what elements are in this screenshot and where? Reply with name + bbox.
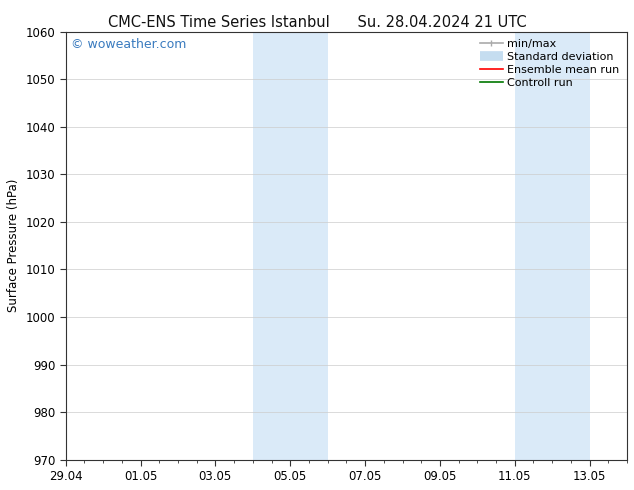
Text: CMC-ENS Time Series Istanbul      Su. 28.04.2024 21 UTC: CMC-ENS Time Series Istanbul Su. 28.04.2… — [108, 15, 526, 30]
Y-axis label: Surface Pressure (hPa): Surface Pressure (hPa) — [7, 179, 20, 312]
Bar — [253, 31, 328, 460]
Bar — [515, 31, 590, 460]
Legend: min/max, Standard deviation, Ensemble mean run, Controll run: min/max, Standard deviation, Ensemble me… — [478, 37, 621, 90]
Text: © woweather.com: © woweather.com — [71, 38, 186, 51]
